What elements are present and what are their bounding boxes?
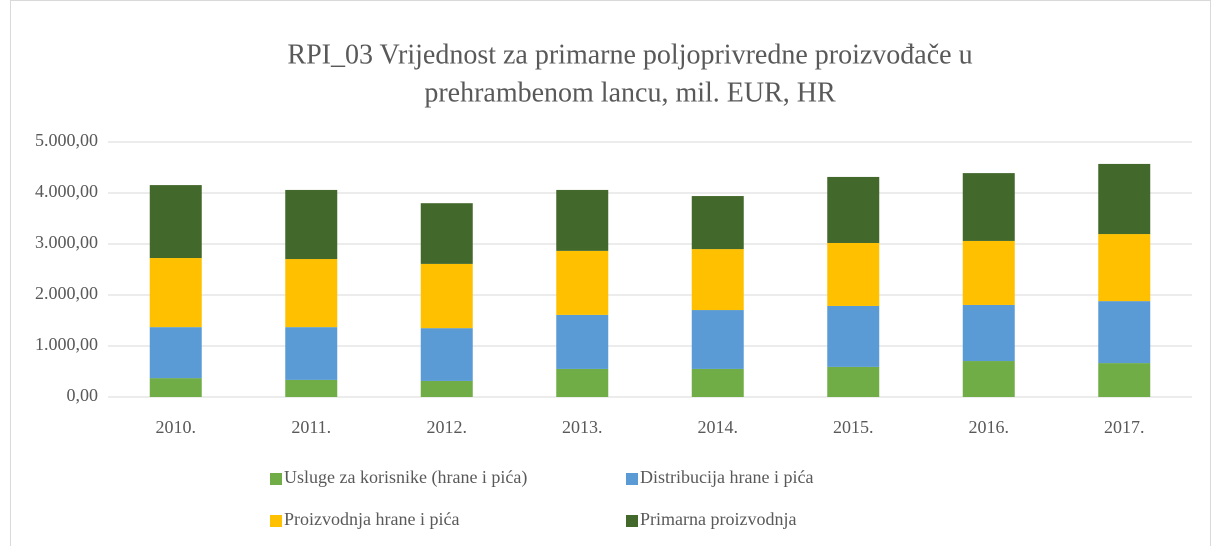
legend-label: Primarna proizvodnja: [640, 509, 796, 529]
bar-segment: [420, 328, 473, 381]
bar-segment: [1098, 363, 1151, 397]
bar-segment: [962, 173, 1015, 241]
bar-segment: [556, 189, 609, 251]
bar-segment: [962, 361, 1015, 397]
legend-label: Proizvodnja hrane i pića: [284, 509, 459, 529]
x-tick-label: 2012.: [427, 417, 468, 437]
x-tick-label: 2013.: [562, 417, 603, 437]
legend-swatch: [626, 473, 638, 485]
bar-segment: [556, 314, 609, 369]
y-tick-label: 1.000,00: [35, 334, 98, 354]
bar-segment: [691, 368, 744, 397]
x-tick-label: 2014.: [698, 417, 739, 437]
bar-segment: [1098, 301, 1151, 364]
y-tick-label: 4.000,00: [35, 181, 98, 201]
legend-swatch: [270, 515, 282, 527]
bar-segment: [149, 185, 202, 259]
legend-swatch: [626, 515, 638, 527]
legend-label: Distribucija hrane i pića: [640, 467, 813, 487]
bar-segment: [691, 196, 744, 250]
bar-segment: [556, 368, 609, 397]
bar-segment: [827, 366, 880, 397]
bar-segment: [827, 242, 880, 306]
bar-segment: [827, 305, 880, 367]
bar-segment: [420, 203, 473, 264]
bar-segment: [556, 250, 609, 315]
y-tick-label: 0,00: [67, 385, 99, 405]
bar-segment: [285, 327, 338, 380]
bar-segment: [285, 189, 338, 260]
bar-segment: [1098, 234, 1151, 302]
bar-segment: [149, 378, 202, 397]
bar-segment: [420, 380, 473, 397]
x-tick-label: 2016.: [969, 417, 1010, 437]
y-tick-label: 3.000,00: [35, 232, 98, 252]
bar-segment: [691, 310, 744, 369]
chart-title: RPI_03 Vrijednost za primarne poljoprivr…: [287, 39, 972, 70]
y-tick-label: 5.000,00: [35, 130, 98, 150]
bar-segment: [285, 379, 338, 397]
bar-segment: [827, 176, 880, 243]
bar-segment: [962, 240, 1015, 305]
x-tick-label: 2017.: [1104, 417, 1145, 437]
bar-segment: [285, 259, 338, 328]
bar-segment: [962, 304, 1015, 362]
x-tick-label: 2011.: [291, 417, 331, 437]
bar-segment: [420, 263, 473, 329]
legend-swatch: [270, 473, 282, 485]
bar-segment: [149, 327, 202, 379]
legend-label: Usluge za korisnike (hrane i pića): [284, 467, 527, 488]
x-tick-label: 2015.: [833, 417, 874, 437]
bar-segment: [149, 258, 202, 328]
bar-segment: [1098, 163, 1151, 235]
chart-title: prehrambenom lancu, mil. EUR, HR: [424, 77, 836, 108]
bar-segment: [691, 249, 744, 311]
y-tick-label: 2.000,00: [35, 283, 98, 303]
x-tick-label: 2010.: [156, 417, 197, 437]
